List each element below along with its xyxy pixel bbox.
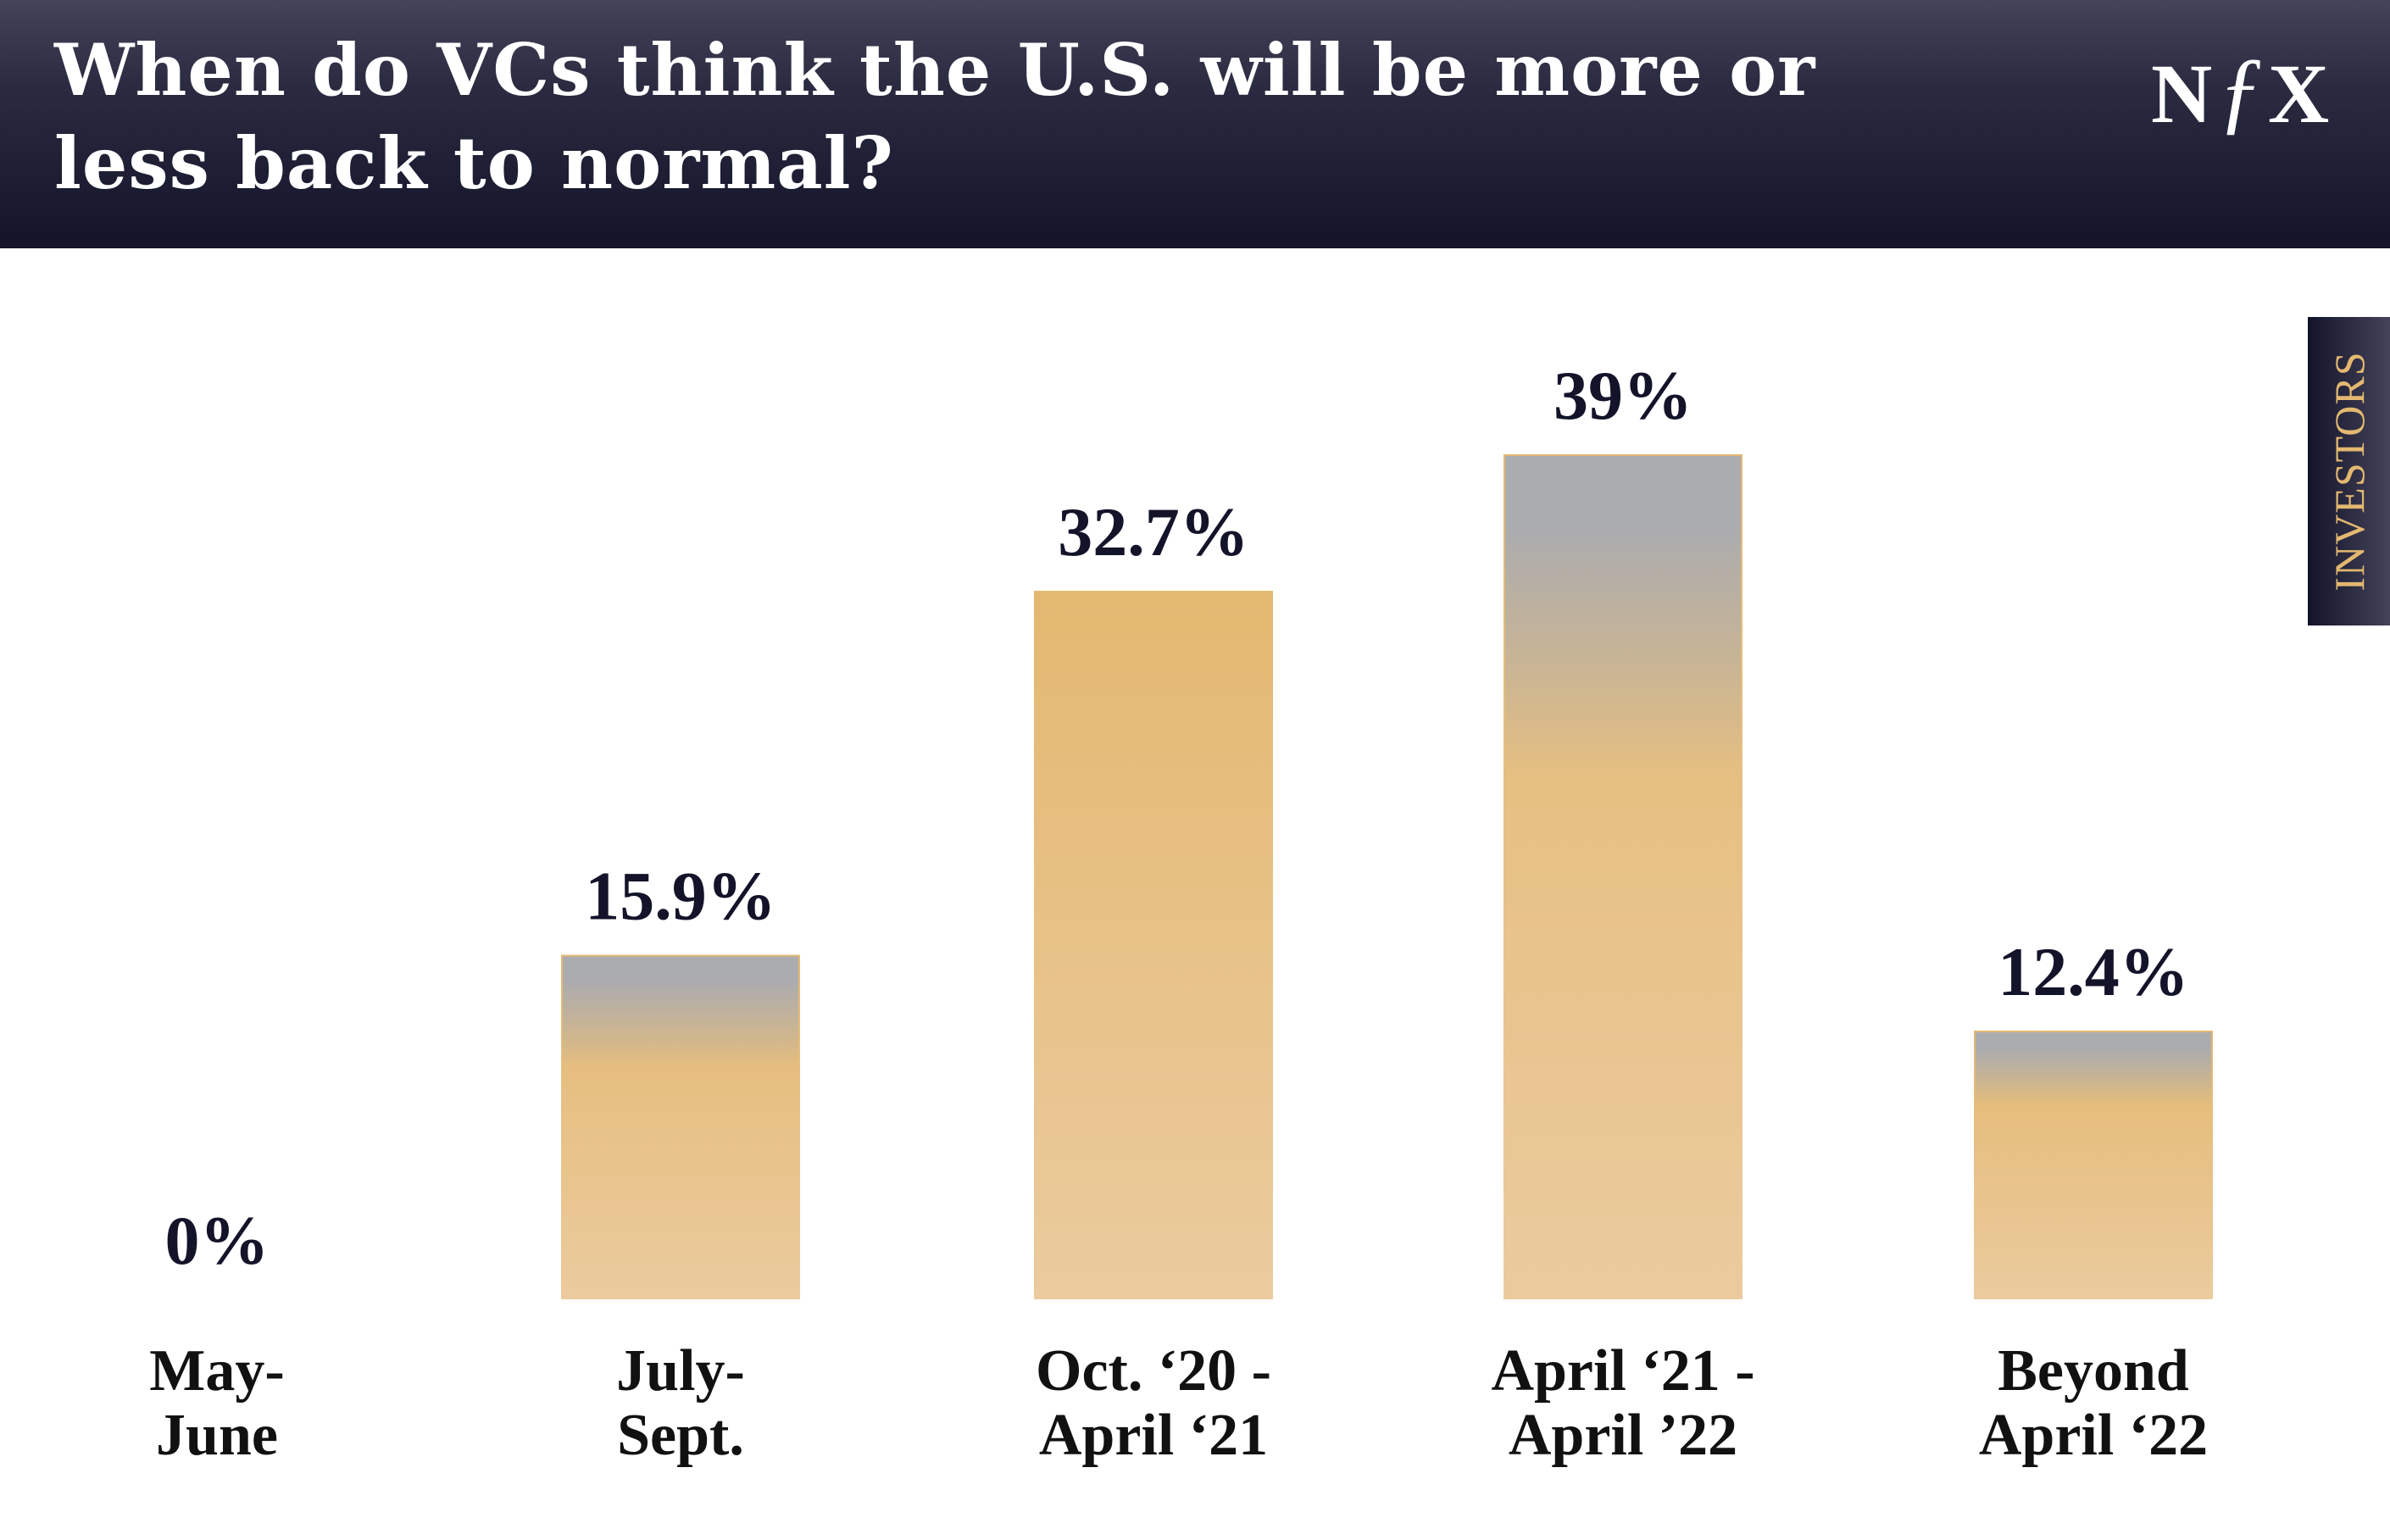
page-title: When do VCs think the U.S. will be more …	[54, 28, 1816, 205]
category-label: April ‘22	[1979, 1403, 2208, 1468]
bar-chart: 0% May-June 15.9% July-Sept. 32.7% Oct. ‘20 -…	[149, 357, 2213, 1468]
value-label: 32.7%	[1058, 493, 1249, 570]
investors-tab: INVESTORS	[2308, 317, 2390, 625]
category-label: April ‘21 -	[1491, 1338, 1754, 1404]
category-label: July-	[616, 1338, 745, 1404]
bar	[1034, 591, 1273, 1299]
bar-top-fade	[563, 956, 798, 1067]
bar-top-fade	[1505, 456, 1741, 778]
category-label: April ‘21	[1039, 1403, 1268, 1468]
value-label: 39%	[1554, 357, 1692, 434]
category-label: Sept.	[617, 1403, 744, 1468]
header-banner: When do VCs think the U.S. will be more …	[0, 0, 2390, 248]
value-label: 15.9%	[585, 858, 776, 935]
svg-text:ƒ: ƒ	[2217, 53, 2264, 137]
value-label: 0%	[165, 1202, 270, 1279]
svg-text:N: N	[2151, 53, 2212, 137]
nfx-logo: N ƒ X	[2151, 53, 2329, 137]
value-label: 12.4%	[1998, 933, 2189, 1010]
category-label: Oct. ‘20 -	[1036, 1338, 1271, 1404]
category-label: June	[156, 1403, 278, 1468]
category-label: Beyond	[1998, 1338, 2189, 1404]
category-label: May-	[149, 1338, 284, 1404]
category-label: April ’22	[1509, 1403, 1737, 1468]
bar-top-fade	[1976, 1032, 2211, 1105]
svg-text:X: X	[2268, 53, 2329, 137]
